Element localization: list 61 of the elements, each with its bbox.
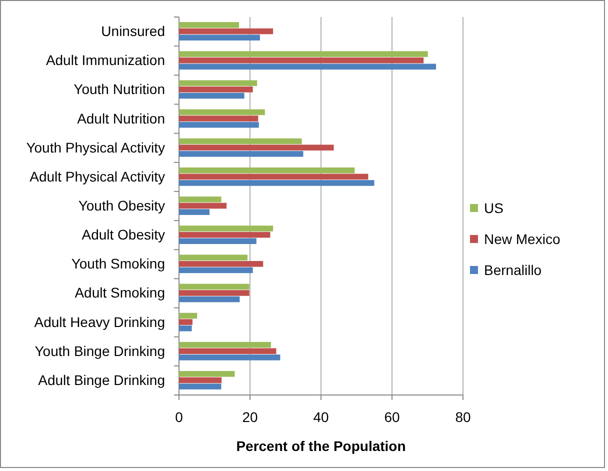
bar: [179, 202, 227, 209]
bar: [179, 138, 302, 144]
bar: [179, 196, 222, 202]
bar: [179, 296, 240, 302]
legend-label: US: [484, 200, 504, 216]
bar: [179, 180, 374, 186]
bar: [179, 28, 274, 34]
bar: [179, 86, 253, 92]
y-tick-label: Adult Smoking: [74, 284, 165, 301]
bar: [179, 312, 198, 319]
y-tick-label: Adult Physical Activity: [30, 168, 165, 184]
bar: [179, 384, 222, 390]
bar: [179, 371, 235, 377]
bar: [179, 284, 250, 290]
bar: [179, 232, 270, 238]
bar: [179, 150, 304, 157]
bar: [179, 116, 258, 122]
bar: [179, 254, 248, 261]
bar: [179, 122, 259, 128]
bar: [179, 167, 355, 174]
x-tick-label: 60: [384, 408, 400, 425]
bar: [179, 174, 368, 180]
x-tick-label: 0: [175, 408, 184, 425]
x-tick-label: 80: [455, 408, 471, 425]
x-axis-title: Percent of the Population: [236, 438, 406, 454]
bar: [179, 348, 276, 354]
y-tick-label: Adult Obesity: [82, 226, 165, 243]
bar: [179, 209, 210, 215]
bar: [179, 64, 436, 70]
bar: [179, 342, 271, 348]
bar: [179, 57, 424, 64]
bar: [179, 267, 253, 274]
legend-label: New Mexico: [484, 231, 560, 247]
y-tick-label: Youth Smoking: [71, 256, 165, 272]
y-tick-label: Youth Physical Activity: [26, 139, 165, 156]
x-tick-label: 40: [313, 408, 329, 425]
y-tick-label: Youth Nutrition: [74, 81, 165, 98]
bar: [179, 34, 260, 40]
bar: [179, 144, 334, 150]
y-tick-label: Youth Binge Drinking: [34, 342, 165, 359]
y-tick-label: Youth Obesity: [78, 197, 165, 214]
bar: [179, 319, 192, 325]
bar: [179, 109, 265, 116]
legend-label: Bernalillo: [484, 262, 542, 278]
bar: [179, 354, 280, 360]
bar: [179, 22, 239, 28]
y-tick-label: Adult Heavy Drinking: [34, 314, 165, 330]
y-tick-label: Uninsured: [101, 23, 165, 40]
bar: [179, 238, 256, 244]
bar: [179, 80, 258, 86]
bar: [179, 226, 274, 232]
y-tick-label: Adult Nutrition: [77, 110, 165, 126]
x-tick-label: 20: [242, 408, 258, 425]
y-tick-label: Adult Binge Drinking: [38, 372, 165, 388]
bar: [179, 377, 222, 384]
bar: [179, 290, 250, 296]
bar: [179, 261, 264, 267]
bar: [179, 325, 192, 332]
y-tick-label: Adult Immunization: [46, 52, 165, 68]
bar: [179, 92, 244, 99]
bar: [179, 51, 428, 57]
